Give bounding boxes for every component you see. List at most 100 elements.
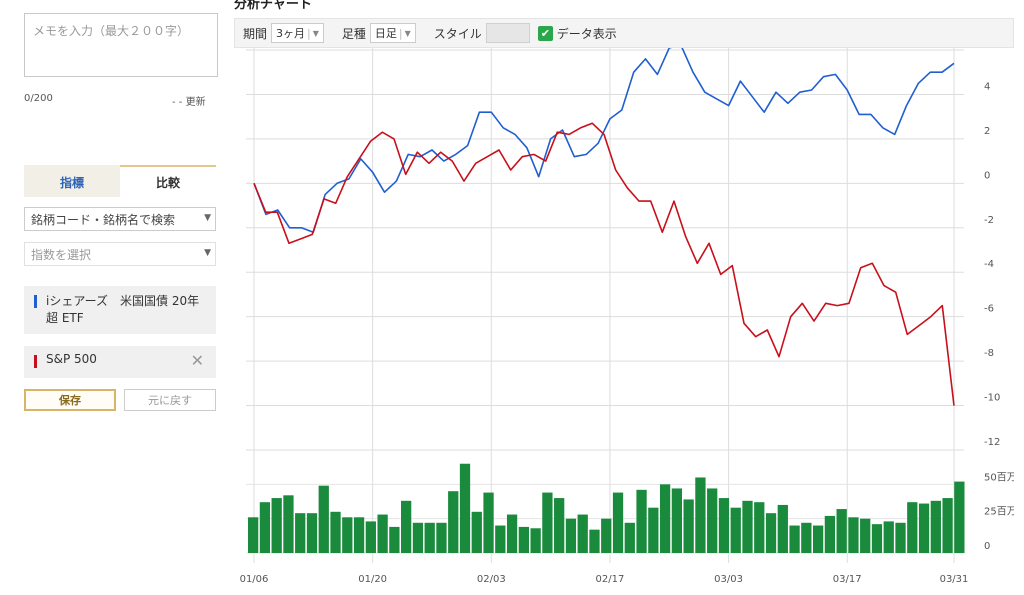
volume-tick-label: 50百万 xyxy=(984,471,1014,483)
chevron-down-icon: ▼ xyxy=(312,28,319,38)
volume-bar xyxy=(271,498,282,553)
memo-char-count: 0/200 xyxy=(24,93,53,104)
compare-item-sp500: S&P 500 ✕ xyxy=(24,346,216,378)
volume-bar xyxy=(765,513,777,553)
volume-bar xyxy=(848,517,859,553)
x-tick-label: 01/20 xyxy=(358,574,387,585)
volume-bar xyxy=(871,524,883,553)
volume-bar xyxy=(577,514,588,553)
indicator-compare-tabs: 指標 比較 xyxy=(24,165,216,197)
tab-indicator[interactable]: 指標 xyxy=(24,165,120,197)
volume-bar xyxy=(412,522,424,553)
volume-bar xyxy=(295,513,306,553)
memo-placeholder: メモを入力（最大２００字） xyxy=(33,24,190,38)
y-tick-label: 2 xyxy=(984,126,990,137)
volume-bar xyxy=(589,529,600,553)
x-tick-label: 02/17 xyxy=(596,574,625,585)
chart-title: 分析チャート xyxy=(234,0,312,12)
period-value: 3ヶ月 xyxy=(276,27,306,40)
period-label: 期間 xyxy=(243,26,268,41)
y-tick-label: -4 xyxy=(984,259,994,270)
volume-bar xyxy=(695,477,706,553)
symbol-search-select[interactable]: 銘柄コード・銘柄名で検索 ▼ xyxy=(24,207,216,231)
volume-bar xyxy=(495,525,506,553)
volume-bar xyxy=(801,522,812,553)
series-line xyxy=(253,122,955,406)
volume-bar xyxy=(812,525,824,553)
y-tick-label: 4 xyxy=(984,81,990,92)
volume-bar xyxy=(565,518,577,553)
volume-bar xyxy=(259,502,271,553)
volume-bar xyxy=(554,498,565,553)
save-button[interactable]: 保存 xyxy=(24,389,116,411)
volume-bar xyxy=(930,500,941,553)
volume-bar xyxy=(895,522,906,553)
compare-item-ishares: iシェアーズ 米国国債 20年超 ETF xyxy=(24,286,216,334)
chart-grid xyxy=(246,48,964,563)
volume-bar xyxy=(718,498,730,553)
checkbox-checked-icon[interactable]: ✔ xyxy=(537,25,553,41)
volume-bar xyxy=(954,481,965,553)
volume-bar xyxy=(483,492,494,553)
compare-item-label: iシェアーズ 米国国債 20年超 ETF xyxy=(46,294,200,325)
style-dropdown[interactable] xyxy=(485,23,530,43)
volume-bar xyxy=(754,502,765,553)
close-icon[interactable]: ✕ xyxy=(190,351,204,370)
y-tick-label: 0 xyxy=(984,170,990,181)
volume-bar xyxy=(659,484,671,553)
volume-bar xyxy=(389,526,400,553)
period-dropdown[interactable]: 3ヶ月 | ▼ xyxy=(271,23,324,43)
volume-bar xyxy=(648,507,659,553)
volume-bar xyxy=(860,518,871,553)
symbol-search-placeholder: 銘柄コード・銘柄名で検索 xyxy=(31,213,176,227)
x-tick-label: 02/03 xyxy=(477,574,506,585)
tab-compare[interactable]: 比較 xyxy=(120,165,216,197)
dropdown-separator: | xyxy=(307,26,311,40)
volume-tick-label: 0 xyxy=(984,541,990,552)
y-tick-label: -2 xyxy=(984,215,994,226)
volume-bar xyxy=(248,517,259,553)
foot-dropdown[interactable]: 日足 | ▼ xyxy=(369,23,416,43)
volume-bar xyxy=(542,492,553,553)
reset-button[interactable]: 元に戻す xyxy=(124,389,216,411)
volume-bar xyxy=(636,489,647,553)
volume-bar xyxy=(330,511,341,553)
chevron-down-icon: ▼ xyxy=(204,248,211,258)
volume-bar xyxy=(283,495,294,553)
foot-value: 日足 xyxy=(374,27,397,40)
volume-bar xyxy=(365,521,376,553)
volume-bar xyxy=(836,509,847,553)
comparison-chart: 6420-2-4-6-8-10-1201/0601/2002/0302/1703… xyxy=(240,48,1014,585)
series-color-marker xyxy=(34,355,37,368)
series-line xyxy=(253,48,955,233)
x-tick-label: 01/06 xyxy=(240,574,269,585)
volume-bar xyxy=(907,502,918,553)
volume-bar xyxy=(612,492,624,553)
volume-bar xyxy=(601,518,612,553)
y-tick-label: -8 xyxy=(984,348,994,359)
axis-labels: 6420-2-4-6-8-10-1201/0601/2002/0302/1703… xyxy=(240,81,1014,585)
volume-bar xyxy=(459,463,471,553)
y-tick-label: -12 xyxy=(984,437,1000,448)
index-select[interactable]: 指数を選択 ▼ xyxy=(24,242,216,266)
style-label: スタイル xyxy=(433,26,482,41)
volume-bar xyxy=(824,515,836,553)
volume-bar xyxy=(777,504,788,553)
series-color-marker xyxy=(34,295,37,308)
volume-bar xyxy=(707,488,718,553)
volume-bar xyxy=(683,499,694,553)
x-tick-label: 03/17 xyxy=(833,574,862,585)
memo-update-link[interactable]: - - 更新 xyxy=(172,97,206,108)
data-display-label: データ表示 xyxy=(556,26,617,41)
chevron-down-icon: ▼ xyxy=(204,213,211,223)
volume-bar xyxy=(448,491,459,553)
volume-bar xyxy=(318,485,329,553)
volume-bars xyxy=(248,463,965,553)
volume-bar xyxy=(401,500,412,553)
volume-bar xyxy=(471,511,482,553)
memo-input[interactable]: メモを入力（最大２００字） xyxy=(24,13,218,77)
volume-bar xyxy=(624,522,635,553)
y-tick-label: -10 xyxy=(984,393,1000,404)
compare-item-label: S&P 500 xyxy=(46,352,97,366)
price-lines xyxy=(253,48,955,406)
